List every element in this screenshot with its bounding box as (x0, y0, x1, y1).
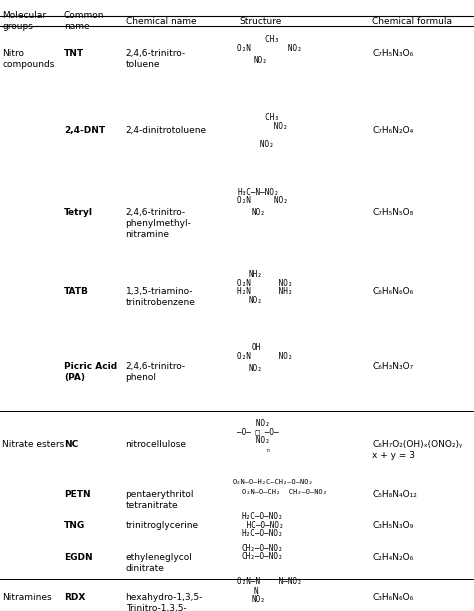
Text: TNG: TNG (64, 521, 85, 530)
Text: NH₂: NH₂ (249, 270, 263, 279)
Text: H₂C—O—NO₂: H₂C—O—NO₂ (242, 512, 283, 521)
Text: C₂H₄N₂O₆: C₂H₄N₂O₆ (372, 553, 413, 562)
Text: N: N (254, 587, 258, 596)
Text: 2,4,6-trinitro-
phenol: 2,4,6-trinitro- phenol (126, 362, 186, 382)
Text: C₃H₅N₃O₉: C₃H₅N₃O₉ (372, 521, 413, 530)
Text: O₂N—N    N—NO₂: O₂N—N N—NO₂ (237, 577, 302, 587)
Text: —O— □ —O—: —O— □ —O— (237, 427, 279, 436)
Text: Tetryl: Tetryl (64, 208, 93, 217)
Text: trinitroglycerine: trinitroglycerine (126, 521, 199, 530)
Text: C₇H₅N₃O₆: C₇H₅N₃O₆ (372, 49, 413, 58)
Text: H₂N      NH₂: H₂N NH₂ (237, 287, 292, 296)
Text: C₇H₆N₂O₄: C₇H₆N₂O₄ (372, 126, 413, 136)
Text: TATB: TATB (64, 287, 89, 296)
Text: Molecular
groups: Molecular groups (2, 12, 46, 31)
Text: CH₃: CH₃ (242, 35, 279, 45)
Text: C₃H₆N₆O₆: C₃H₆N₆O₆ (372, 593, 413, 602)
Text: C₆H₃N₃O₇: C₆H₃N₃O₇ (372, 362, 413, 371)
Text: O₂N      NO₂: O₂N NO₂ (237, 279, 292, 288)
Text: HC—O—NO₂: HC—O—NO₂ (242, 521, 283, 530)
Text: NO₂: NO₂ (249, 296, 263, 305)
Text: C₅H₈N₄O₁₂: C₅H₈N₄O₁₂ (372, 490, 417, 499)
Text: O₂N—O—CH₂  CH₂—O—NO₂: O₂N—O—CH₂ CH₂—O—NO₂ (242, 489, 327, 495)
Text: NO₂: NO₂ (246, 140, 274, 149)
Text: C₆H₇O₂(OH)ₓ(ONO₂)ᵧ
x + y = 3: C₆H₇O₂(OH)ₓ(ONO₂)ᵧ x + y = 3 (372, 440, 463, 460)
Text: PETN: PETN (64, 490, 91, 499)
Text: 2,4,6-trinitro-
phenylmethyl-
nitramine: 2,4,6-trinitro- phenylmethyl- nitramine (126, 208, 191, 239)
Text: TNT: TNT (64, 49, 84, 58)
Text: nitrocellulose: nitrocellulose (126, 440, 187, 449)
Text: hexahydro-1,3,5-
Trinitro-1,3,5-
triazine: hexahydro-1,3,5- Trinitro-1,3,5- triazin… (126, 593, 203, 611)
Text: pentaerythritol
tetranitrate: pentaerythritol tetranitrate (126, 490, 194, 510)
Text: H₃C—N—NO₂: H₃C—N—NO₂ (237, 188, 279, 197)
Text: OH: OH (251, 343, 261, 353)
Text: Chemical name: Chemical name (126, 16, 196, 26)
Text: NC: NC (64, 440, 78, 449)
Text: Common
name: Common name (64, 12, 104, 31)
Text: 2,4-dinitrotoluene: 2,4-dinitrotoluene (126, 126, 207, 136)
Text: Nitro
compounds: Nitro compounds (2, 49, 55, 69)
Text: Nitrate esters: Nitrate esters (2, 440, 64, 449)
Text: O₂N—O—H₂C—CH₂—O—NO₂: O₂N—O—H₂C—CH₂—O—NO₂ (232, 479, 313, 485)
Text: C₆H₆N₆O₆: C₆H₆N₆O₆ (372, 287, 413, 296)
Text: NO₂: NO₂ (242, 436, 270, 445)
Text: H₂C—O—NO₂: H₂C—O—NO₂ (242, 529, 283, 538)
Text: CH₂—O—NO₂: CH₂—O—NO₂ (242, 544, 283, 553)
Text: 2,4,6-trinitro-
toluene: 2,4,6-trinitro- toluene (126, 49, 186, 69)
Text: EGDN: EGDN (64, 553, 92, 562)
Text: ₙ: ₙ (265, 445, 270, 454)
Text: CH₂—O—NO₂: CH₂—O—NO₂ (242, 552, 283, 562)
Text: NO₂: NO₂ (249, 364, 263, 373)
Text: NO₂: NO₂ (251, 595, 265, 604)
Text: Nitramines: Nitramines (2, 593, 52, 602)
Text: NO₂: NO₂ (254, 56, 267, 65)
Text: RDX: RDX (64, 593, 85, 602)
Text: 1,3,5-triamino-
trinitrobenzene: 1,3,5-triamino- trinitrobenzene (126, 287, 195, 307)
Text: NO₂: NO₂ (251, 208, 265, 217)
Text: 2,4-DNT: 2,4-DNT (64, 126, 105, 136)
Text: O₂N      NO₂: O₂N NO₂ (237, 352, 292, 361)
Text: Picric Acid
(PA): Picric Acid (PA) (64, 362, 117, 382)
Text: O₂N     NO₂: O₂N NO₂ (237, 196, 288, 205)
Text: ethyleneglycol
dinitrate: ethyleneglycol dinitrate (126, 553, 192, 573)
Text: NO₂: NO₂ (242, 419, 270, 428)
Text: C₇H₅N₅O₈: C₇H₅N₅O₈ (372, 208, 413, 217)
Text: Structure: Structure (239, 16, 282, 26)
Text: CH₃: CH₃ (242, 113, 279, 122)
Text: O₂N        NO₂: O₂N NO₂ (237, 44, 302, 53)
Text: NO₂: NO₂ (246, 122, 288, 131)
Text: Chemical formula: Chemical formula (372, 16, 452, 26)
